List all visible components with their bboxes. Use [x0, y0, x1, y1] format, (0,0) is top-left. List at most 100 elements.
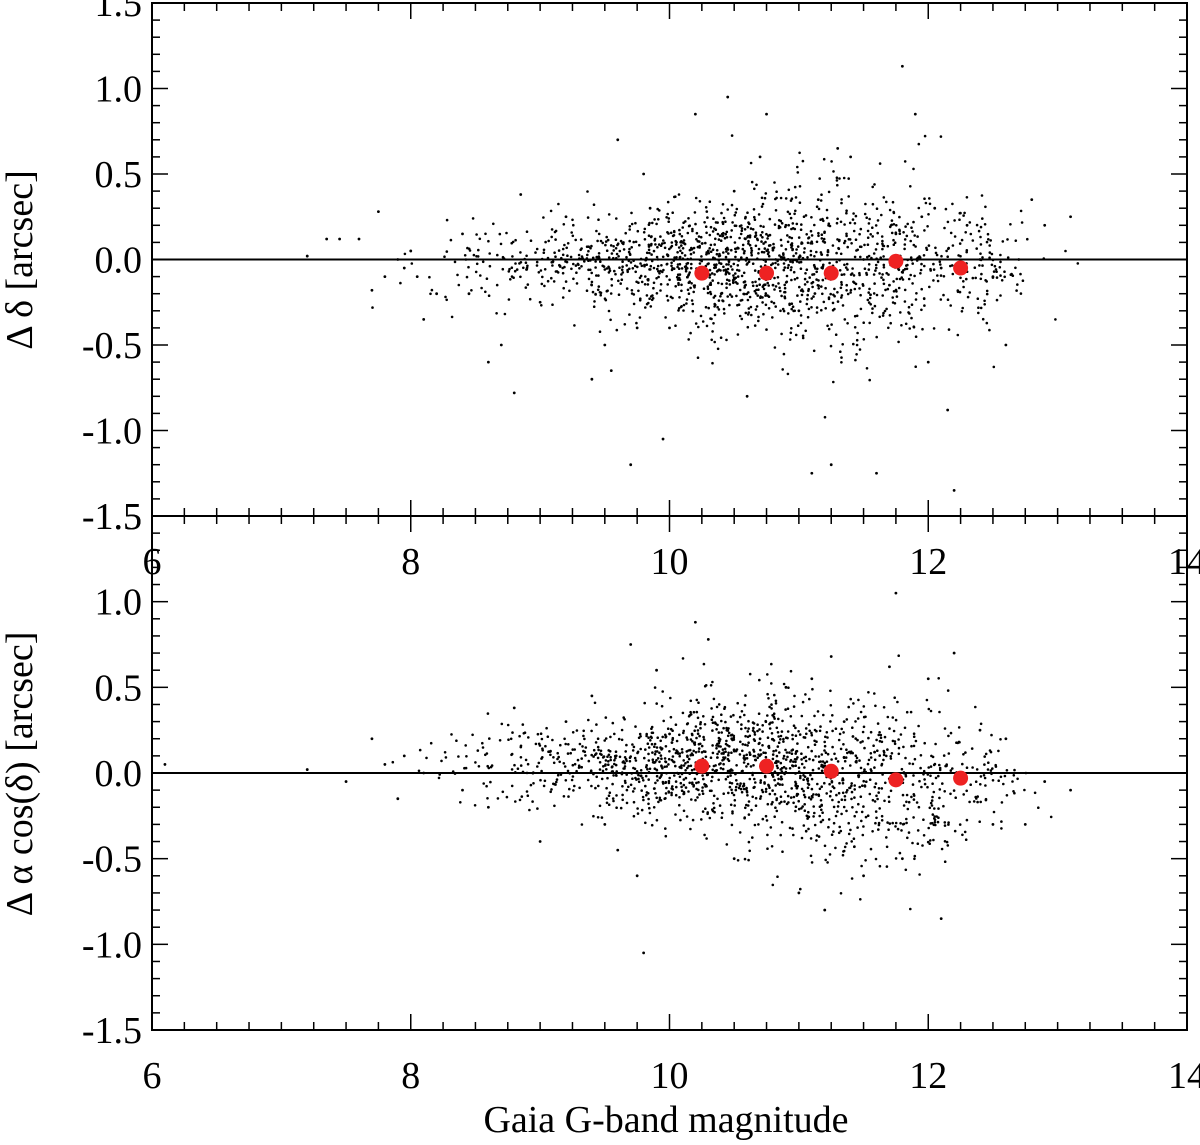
star-point [892, 280, 895, 283]
star-point [1014, 266, 1017, 270]
star-point [800, 714, 804, 718]
star-point [514, 771, 517, 774]
star-point [887, 273, 890, 276]
star-point [849, 288, 853, 292]
star-point [659, 283, 663, 286]
star-point [484, 290, 487, 294]
star-point [699, 742, 702, 746]
star-point [817, 284, 820, 288]
star-point [534, 742, 538, 746]
star-point [656, 258, 660, 261]
star-point [596, 756, 600, 760]
star-point [620, 268, 624, 272]
star-point [832, 293, 835, 297]
star-point [844, 266, 848, 269]
star-point [869, 303, 872, 306]
star-point [758, 283, 761, 287]
star-point [742, 761, 746, 764]
star-point [706, 637, 710, 641]
star-point [964, 838, 968, 841]
star-point [703, 723, 707, 726]
star-point [682, 764, 686, 767]
star-point [893, 696, 896, 699]
star-point [799, 255, 802, 258]
star-point [564, 260, 567, 263]
star-point [402, 754, 406, 758]
star-point [456, 273, 459, 277]
star-point [767, 697, 770, 700]
star-point [673, 774, 676, 777]
star-point [578, 267, 581, 270]
star-point [800, 293, 804, 297]
star-point [1026, 237, 1029, 241]
star-point [702, 287, 706, 291]
star-point [758, 737, 762, 741]
star-point [687, 292, 691, 296]
star-point [699, 235, 703, 239]
star-point [756, 729, 759, 733]
star-point [902, 804, 906, 807]
star-point [644, 306, 647, 309]
star-point [697, 235, 701, 238]
star-point [487, 294, 491, 298]
star-point [885, 271, 888, 275]
star-point [665, 772, 668, 775]
star-point [747, 221, 750, 224]
star-point [700, 255, 703, 258]
star-point [543, 284, 546, 288]
star-point [863, 243, 866, 247]
median-point [953, 770, 969, 786]
star-point [775, 190, 778, 193]
star-point [743, 237, 747, 240]
star-point [663, 757, 667, 760]
star-point [884, 288, 887, 292]
star-point [751, 284, 755, 288]
star-point [841, 767, 844, 770]
star-point [509, 737, 513, 741]
star-point [771, 757, 775, 761]
star-point [828, 224, 832, 228]
star-point [841, 853, 845, 857]
star-point [512, 391, 516, 395]
star-point [782, 754, 786, 758]
star-point [873, 785, 877, 789]
star-point [611, 782, 614, 786]
star-point [864, 815, 868, 819]
star-point [783, 283, 786, 287]
star-point [912, 735, 916, 738]
star-point [797, 807, 801, 811]
star-point [531, 800, 534, 803]
star-point [781, 256, 785, 259]
y-tick-label: -1.0 [82, 411, 142, 453]
star-point [674, 780, 678, 783]
star-point [1004, 343, 1008, 347]
star-point [739, 740, 742, 744]
star-point [715, 252, 719, 256]
star-point [689, 286, 692, 290]
star-point [762, 251, 766, 254]
star-point [581, 257, 584, 260]
star-point [600, 777, 604, 781]
star-point [163, 763, 167, 766]
star-point [611, 765, 614, 768]
star-point [686, 754, 689, 758]
star-point [898, 277, 902, 281]
star-point [396, 797, 400, 801]
star-point [594, 266, 597, 269]
star-point [780, 332, 783, 336]
star-point [986, 232, 990, 236]
star-point [867, 222, 871, 225]
star-point [688, 772, 691, 775]
star-point [791, 258, 795, 262]
star-point [789, 216, 793, 220]
star-point [582, 729, 585, 733]
star-point [943, 860, 947, 863]
star-point [785, 751, 789, 754]
star-point [402, 266, 406, 270]
star-point [755, 305, 759, 308]
star-point [495, 312, 498, 315]
star-point [929, 269, 932, 272]
star-point [800, 807, 803, 810]
star-point [811, 273, 814, 276]
star-point [609, 244, 613, 247]
